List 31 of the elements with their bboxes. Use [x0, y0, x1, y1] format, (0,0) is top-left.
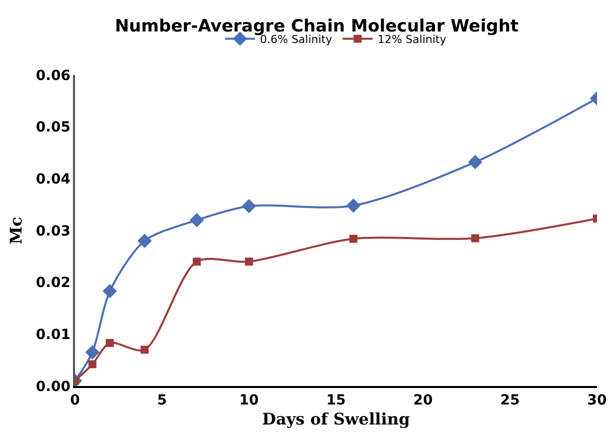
y-tick-label: 0.03: [36, 223, 70, 240]
point: [192, 258, 201, 266]
point: [346, 198, 361, 213]
x-tick-label: 5: [157, 392, 167, 409]
x-tick-label: 15: [326, 392, 346, 409]
y-tick-label: 0.05: [36, 120, 70, 136]
x-tick-label: 30: [587, 392, 607, 409]
y-tick-label: 0.01: [36, 327, 70, 344]
point: [471, 234, 480, 242]
point: [102, 284, 117, 298]
point: [106, 338, 114, 347]
legend-label: 12% Salinity: [378, 33, 447, 46]
point: [190, 212, 204, 228]
y-axis-title: Mc: [6, 216, 26, 244]
point: [85, 345, 100, 360]
x-tick-label: 10: [239, 392, 259, 409]
y-tick-label: 0.06: [36, 68, 70, 84]
point: [349, 234, 358, 243]
point: [245, 258, 253, 266]
y-tick-label: 0.04: [36, 172, 71, 188]
point: [242, 198, 256, 214]
y-tick-label: 0.00: [36, 378, 71, 395]
x-tick-label: 0: [70, 392, 80, 409]
point: [140, 346, 149, 354]
point: [137, 234, 152, 248]
x-axis-title: Days of Swelling: [262, 410, 410, 429]
x-tick-label: 25: [500, 392, 520, 409]
x-tick-label: 20: [413, 392, 433, 409]
point: [468, 154, 482, 170]
y-tick-label: 0.02: [36, 275, 70, 292]
point: [88, 360, 96, 368]
